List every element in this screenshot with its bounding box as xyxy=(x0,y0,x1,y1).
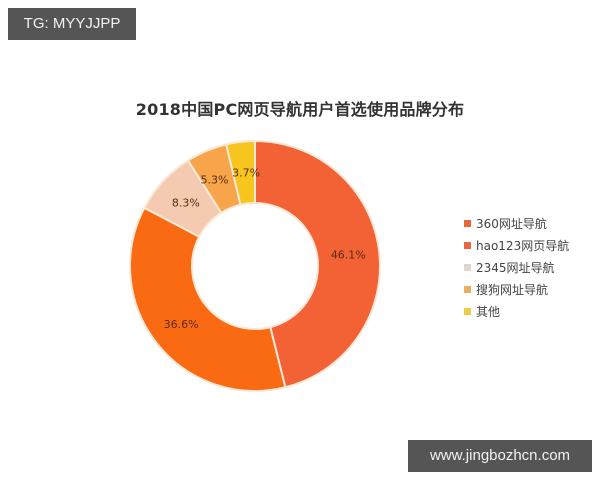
slice-label: 8.3% xyxy=(172,196,200,209)
donut-slice xyxy=(254,139,381,389)
legend-label: 2345网址导航 xyxy=(476,260,555,275)
watermark-bottom-right: www.jingbozhcn.com xyxy=(408,440,592,472)
legend-swatch-icon xyxy=(464,285,471,293)
donut-slice xyxy=(224,139,256,206)
legend-swatch-icon xyxy=(464,263,471,271)
donut-slice xyxy=(129,206,287,392)
legend-item-sogou: 搜狗网址导航 xyxy=(464,278,569,300)
legend-swatch-icon xyxy=(464,307,471,315)
legend-item-hao123: hao123网页导航 xyxy=(464,234,569,256)
legend-label: hao123网页导航 xyxy=(476,238,570,253)
slice-label: 46.1% xyxy=(331,249,366,262)
donut-slices xyxy=(129,139,381,392)
legend-label: 360网址导航 xyxy=(476,216,547,231)
legend-label: 其他 xyxy=(476,304,501,319)
legend-swatch-icon xyxy=(464,219,471,227)
legend-label: 搜狗网址导航 xyxy=(476,282,549,297)
chart-title: 2018中国PC网页导航用户首选使用品牌分布 xyxy=(135,100,465,119)
slice-label: 5.3% xyxy=(201,173,229,186)
watermark-top-left: TG: MYYJJPP xyxy=(8,8,136,40)
chart-legend: 360网址导航 hao123网页导航 2345网址导航 搜狗网址导航 其他 xyxy=(464,212,569,322)
slice-labels: 46.1% 36.6% 8.3%5.3%3.7% xyxy=(164,167,366,331)
slice-label: 36.6% xyxy=(164,318,199,331)
legend-swatch-icon xyxy=(464,241,471,249)
legend-item-other: 其他 xyxy=(464,300,569,322)
slice-label: 3.7% xyxy=(232,167,260,180)
legend-item-2345: 2345网址导航 xyxy=(464,256,569,278)
legend-item-360: 360网址导航 xyxy=(464,212,569,234)
